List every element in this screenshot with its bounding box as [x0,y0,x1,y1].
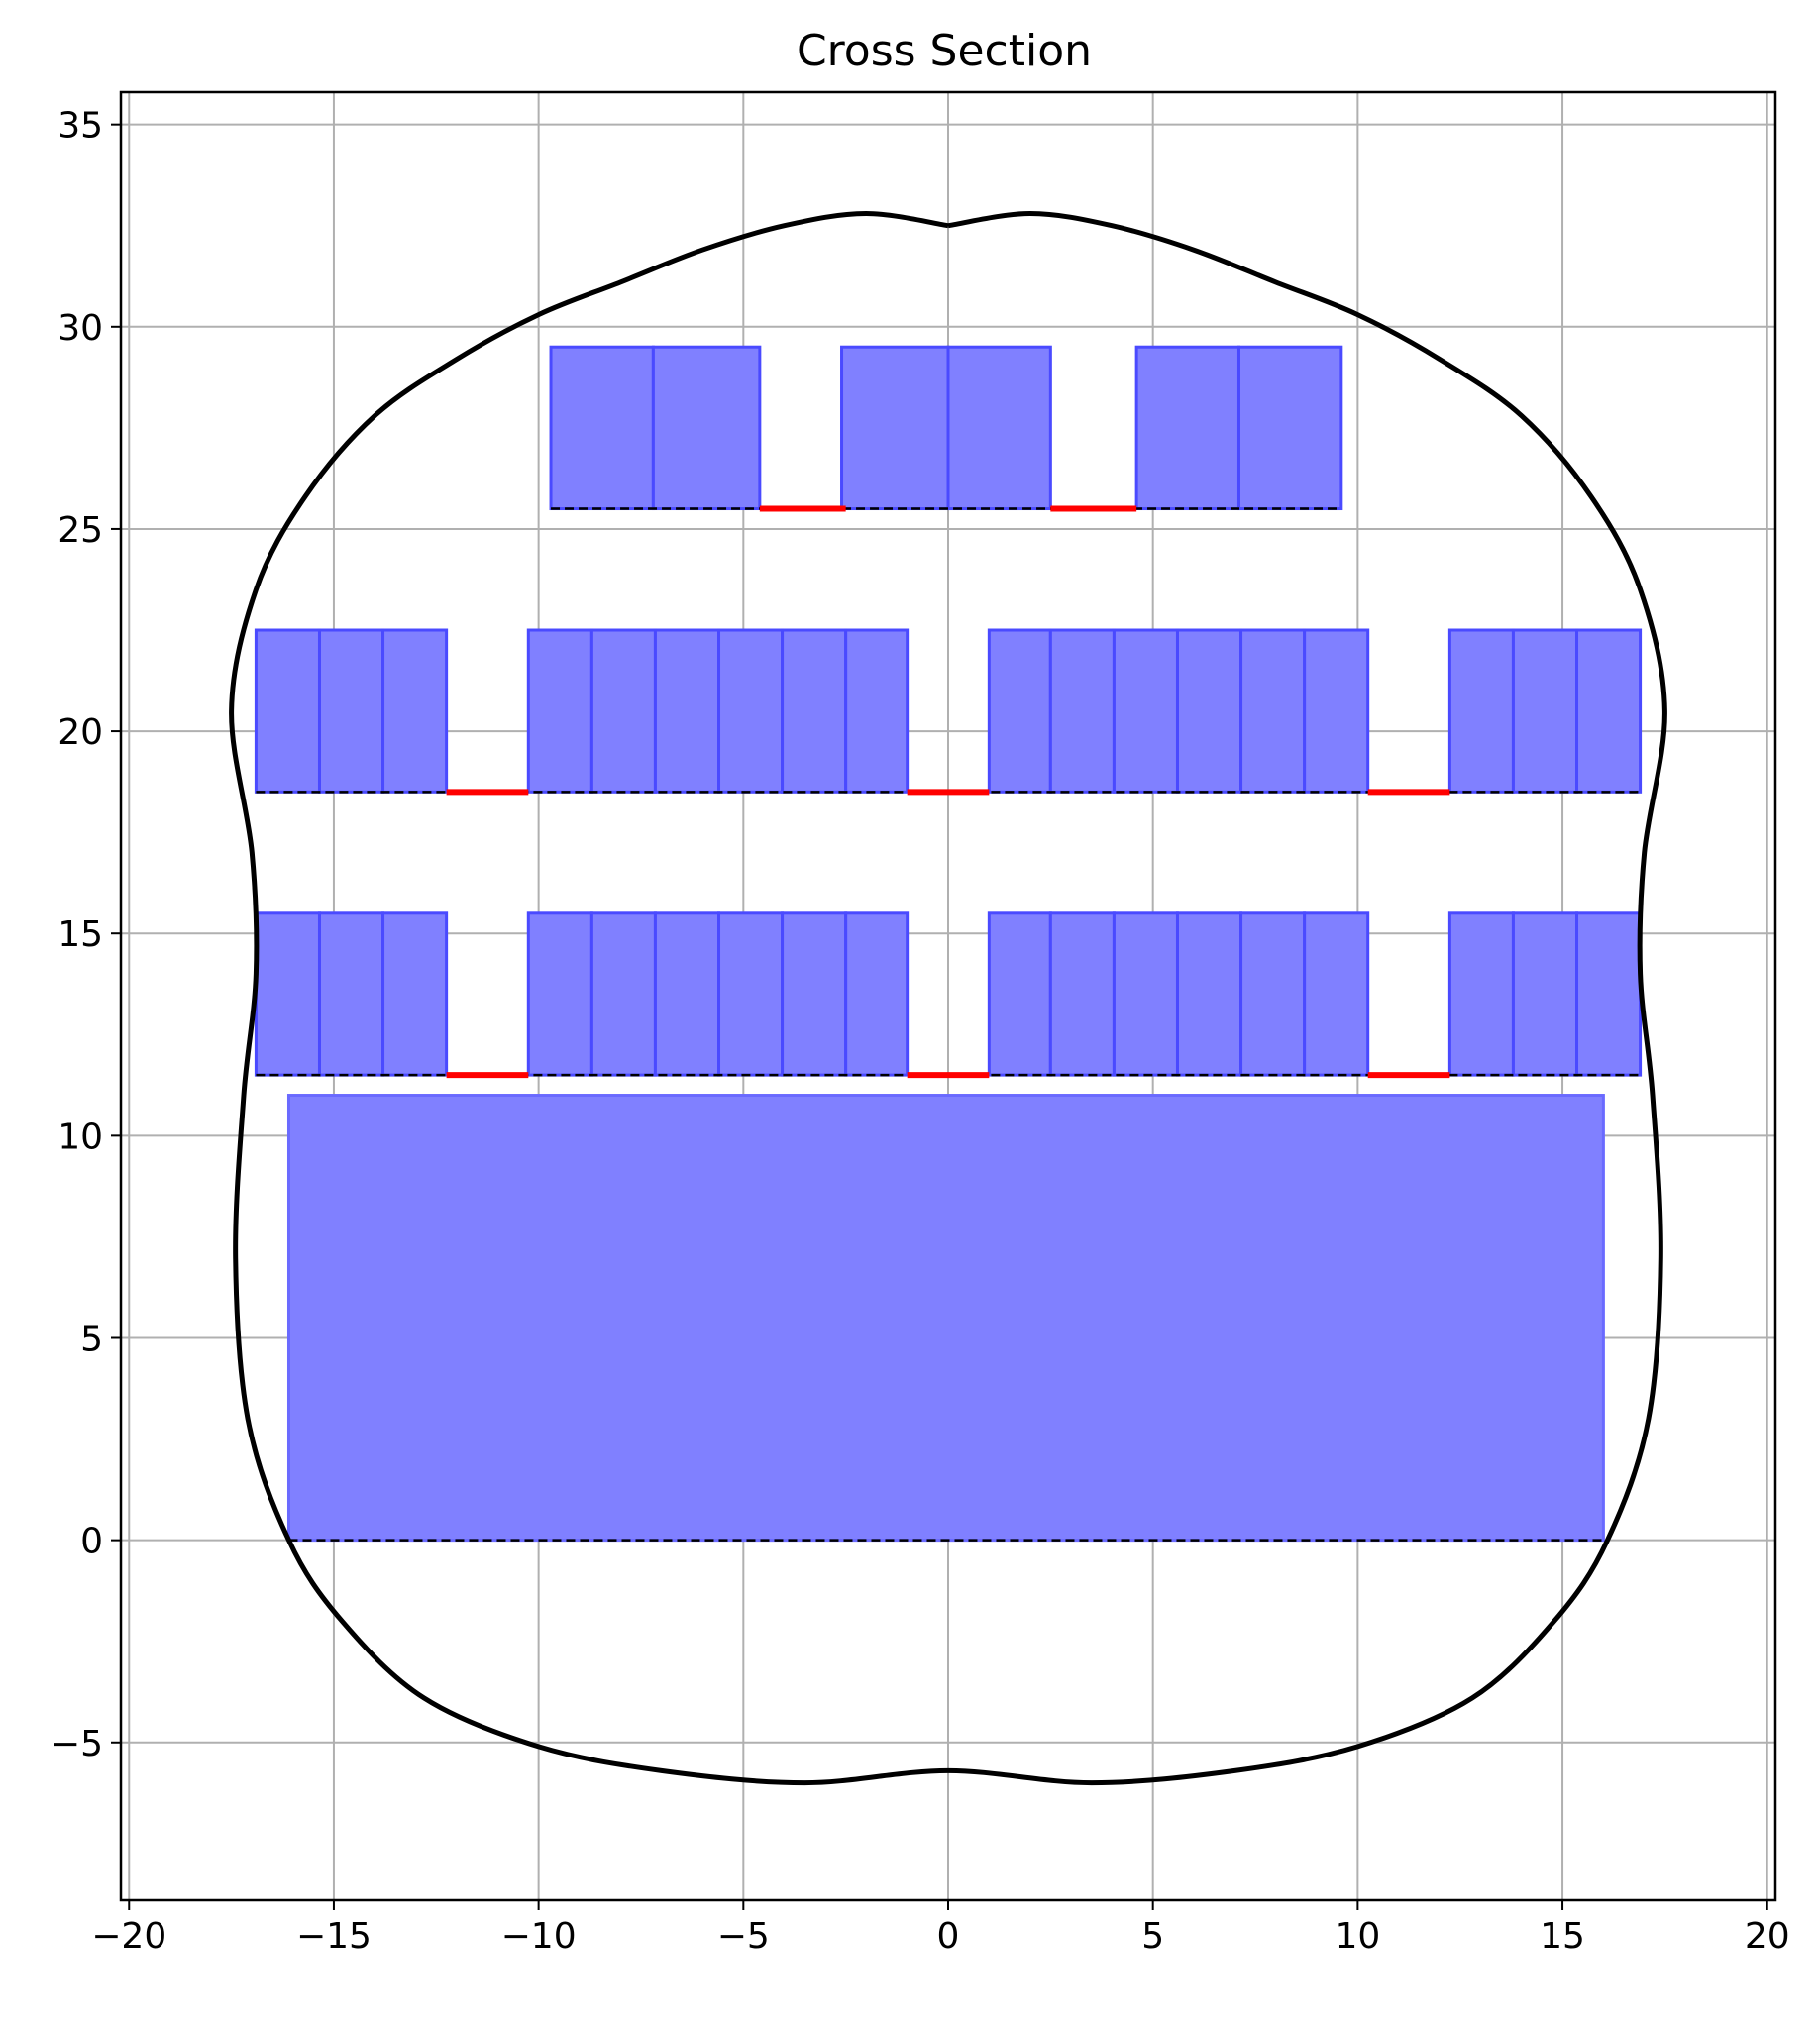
x-axis-ticks: −20 −15 −10 −5 0 5 10 15 20 [91,1900,1790,1957]
seat-block [1112,911,1179,1077]
seat-block [1239,911,1307,1077]
seat-block [1236,345,1343,511]
seat-block [653,628,721,794]
seat-block [381,911,449,1077]
seat-block [589,628,657,794]
seat-block [1112,628,1179,794]
seat-block [254,911,321,1077]
seat-block [844,628,910,794]
x-tick-label: −10 [501,1916,577,1957]
seat-block [1511,911,1579,1077]
seat-block [381,628,449,794]
chart-title: Cross Section [797,26,1092,76]
seat-block [651,345,762,511]
seat-blocks [254,345,1643,1077]
seat-block [946,345,1052,511]
y-tick-label: 15 [57,914,103,955]
y-tick-label: 25 [57,510,103,551]
seat-block [1048,628,1116,794]
seat-block [254,628,321,794]
floor-block [286,1094,1605,1543]
seat-block [1303,911,1370,1077]
hull-outline-group [229,210,1667,1786]
seat-block [1175,628,1243,794]
y-tick-label: −5 [51,1724,103,1764]
y-tick-label: 35 [57,106,103,147]
seat-block [1447,911,1515,1077]
y-tick-label: 0 [80,1522,103,1562]
seat-block [589,911,657,1077]
seat-block [1048,911,1116,1077]
seat-block [844,911,910,1077]
seat-block [317,628,385,794]
x-tick-label: 0 [937,1916,960,1957]
x-tick-label: −15 [296,1916,372,1957]
y-tick-label: 10 [57,1117,103,1157]
seat-block [781,628,848,794]
seat-block [1175,911,1243,1077]
seat-block [1575,628,1643,794]
floor-block-group [286,1094,1605,1543]
seat-block [1447,628,1515,794]
seat-block [840,345,950,511]
seat-block [549,345,655,511]
y-axis-ticks: −5 0 5 10 15 20 25 30 35 [51,106,121,1764]
y-tick-label: 20 [57,712,103,753]
seat-block [526,628,593,794]
seat-block [987,911,1052,1077]
x-tick-label: −5 [717,1916,770,1957]
seat-block [781,911,848,1077]
y-tick-label: 30 [57,308,103,349]
seat-block [653,911,721,1077]
x-tick-label: −20 [91,1916,166,1957]
x-tick-label: 20 [1745,1916,1790,1957]
seat-block [1511,628,1579,794]
hull-outline [229,210,1667,1786]
x-tick-label: 5 [1141,1916,1164,1957]
x-tick-label: 10 [1335,1916,1380,1957]
seat-block [1134,345,1240,511]
aisle-markers [446,505,1450,1079]
seat-block [526,911,593,1077]
seat-block [1575,911,1643,1077]
seat-block [987,628,1052,794]
y-tick-label: 5 [80,1319,103,1359]
seat-block [1303,628,1370,794]
seat-block [1239,628,1307,794]
seat-block [717,911,785,1077]
seat-block [317,911,385,1077]
x-tick-label: 15 [1540,1916,1585,1957]
seat-block [717,628,785,794]
